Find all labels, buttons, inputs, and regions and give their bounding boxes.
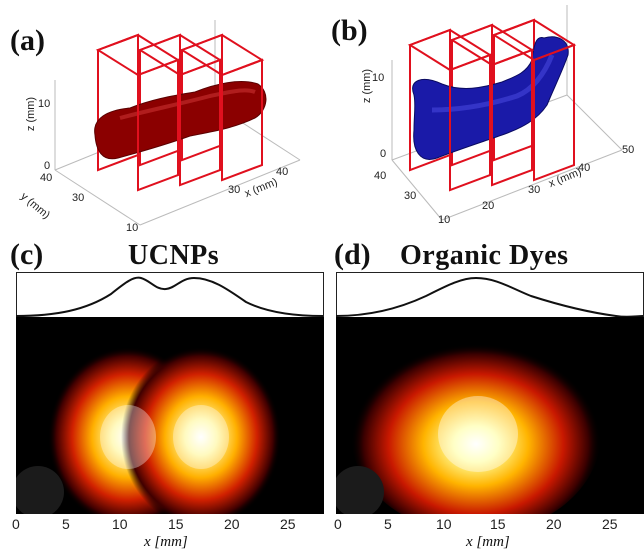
panel-c-scale-label: 6 mm xyxy=(144,292,204,321)
panel-c-title: UCNPs xyxy=(128,240,220,271)
panel-c-profile-curve xyxy=(16,276,324,317)
panel-d-x-tick-0: 0 xyxy=(334,516,342,532)
panel-b-y-tick-30: 30 xyxy=(404,190,417,202)
panel-d-x-tick-25: 25 xyxy=(602,516,618,532)
panel-c-x-tick-20: 20 xyxy=(224,516,240,532)
panel-c-dark-marker xyxy=(16,466,64,514)
panel-b-z-tick-10: 10 xyxy=(372,72,385,84)
panel-c-letter: (c) xyxy=(10,238,44,271)
panel-a-y-tick-10: 10 xyxy=(126,222,139,234)
panel-d-title: Organic Dyes xyxy=(400,240,569,271)
panel-b-x-tick-50: 50 xyxy=(622,144,635,156)
panel-a-z-label: z (mm) xyxy=(25,96,38,132)
panel-b-3d-plot xyxy=(391,5,623,221)
panel-d-x-tick-20: 20 xyxy=(546,516,562,532)
panel-b-x-tick-20: 20 xyxy=(482,200,495,212)
panel-c-profile-box xyxy=(16,272,324,318)
panel-d-scale-label: 6 mm xyxy=(466,292,526,321)
panel-d-x-tick-10: 10 xyxy=(436,516,452,532)
panel-a-letter: (a) xyxy=(10,24,45,57)
panel-d-letter: (d) xyxy=(334,238,371,271)
panel-c-x-tick-25: 25 xyxy=(280,516,296,532)
panel-b-y-tick-40: 40 xyxy=(374,170,387,182)
panel-a-z-tick-10: 10 xyxy=(38,98,51,110)
panel-c-x-tick-15: 15 xyxy=(168,516,184,532)
panel-a-3d-plot xyxy=(54,20,301,226)
panel-d-x-tick-5: 5 xyxy=(384,516,392,532)
panel-b-z-tick-0: 0 xyxy=(380,148,387,160)
panel-a-y-tick-40: 40 xyxy=(40,172,53,184)
panel-d-figure xyxy=(336,272,644,514)
panel-d-profile-curve xyxy=(336,276,644,318)
panel-c-x-label: x [mm] xyxy=(144,534,188,550)
panel-d-x-label: x [mm] xyxy=(466,534,510,550)
panel-a-x-tick-30: 30 xyxy=(228,184,241,196)
panel-b-letter: (b) xyxy=(331,14,368,47)
panel-b-x-tick-40: 40 xyxy=(578,162,591,174)
panel-a-x-tick-40: 40 xyxy=(276,166,289,178)
panel-a-z-tick-0: 0 xyxy=(44,160,51,172)
panel-a-y-tick-30: 30 xyxy=(72,192,85,204)
panel-d-x-tick-15: 15 xyxy=(490,516,506,532)
panel-b-y-tick-10: 10 xyxy=(438,214,451,226)
panel-c-figure xyxy=(16,272,324,514)
panel-b-x-tick-30: 30 xyxy=(528,184,541,196)
panel-d-dark-marker xyxy=(336,466,384,514)
panel-c-x-tick-0: 0 xyxy=(12,516,20,532)
panel-c-x-tick-10: 10 xyxy=(112,516,128,532)
panel-c-x-tick-5: 5 xyxy=(62,516,70,532)
